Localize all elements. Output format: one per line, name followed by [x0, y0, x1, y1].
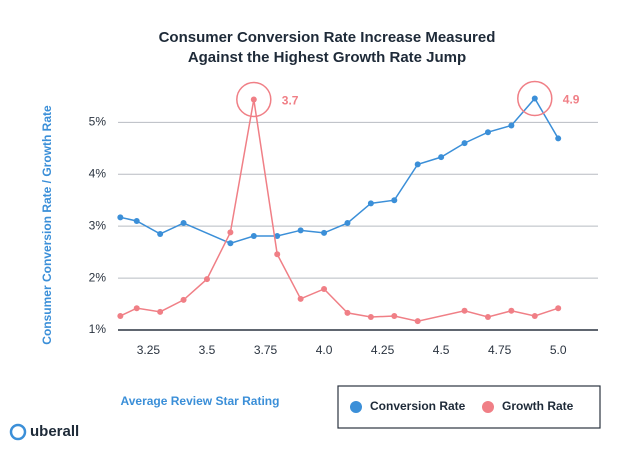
- data-point: [133, 217, 140, 224]
- logo-icon: [9, 423, 27, 441]
- chart-title: Consumer Conversion Rate Increase Measur…: [159, 29, 496, 46]
- data-point: [117, 312, 124, 319]
- y-tick-label: 3%: [89, 218, 107, 232]
- annotation-label: 4.9: [563, 93, 580, 107]
- data-point: [321, 285, 328, 292]
- data-point: [508, 122, 515, 129]
- data-point: [297, 227, 304, 234]
- x-tick-label: 4.0: [316, 343, 333, 357]
- y-axis-label: Consumer Conversion Rate / Growth Rate: [40, 105, 54, 345]
- x-tick-label: 3.5: [199, 343, 216, 357]
- legend-label: Conversion Rate: [370, 399, 466, 413]
- data-point: [203, 276, 210, 283]
- legend-box: [337, 385, 601, 429]
- logo-text: uberall: [30, 423, 79, 440]
- data-point: [344, 220, 351, 227]
- data-point: [157, 308, 164, 315]
- data-point: [133, 305, 140, 312]
- data-point: [321, 229, 328, 236]
- annotation-label: 3.7: [282, 94, 299, 108]
- data-point: [461, 140, 468, 147]
- data-point: [438, 154, 445, 161]
- x-tick-label: 4.25: [371, 343, 395, 357]
- data-point: [180, 220, 187, 227]
- data-point: [367, 200, 374, 207]
- data-point: [531, 312, 538, 319]
- legend-marker: [350, 401, 362, 413]
- y-tick-label: 2%: [89, 270, 107, 284]
- x-axis-label: Average Review Star Rating: [121, 394, 280, 408]
- data-point: [227, 229, 234, 236]
- data-point: [250, 96, 257, 103]
- x-tick-label: 3.25: [137, 343, 161, 357]
- y-tick-label: 1%: [89, 322, 107, 336]
- data-point: [117, 214, 124, 221]
- data-point: [484, 129, 491, 136]
- data-point: [391, 197, 398, 204]
- y-tick-label: 5%: [89, 115, 107, 129]
- data-point: [227, 240, 234, 247]
- data-point: [555, 135, 562, 142]
- data-point: [508, 307, 515, 314]
- data-point: [414, 318, 421, 325]
- y-tick-label: 4%: [89, 166, 107, 180]
- legend-marker: [482, 401, 494, 413]
- x-tick-label: 4.5: [433, 343, 450, 357]
- data-point: [555, 305, 562, 312]
- series-line: [120, 99, 559, 322]
- chart-title: Against the Highest Growth Rate Jump: [188, 49, 466, 66]
- data-point: [274, 251, 281, 258]
- data-point: [531, 95, 538, 102]
- data-point: [274, 233, 281, 240]
- data-point: [391, 312, 398, 319]
- data-point: [157, 230, 164, 237]
- annotation-circle: [517, 80, 553, 117]
- logo: uberall: [9, 423, 79, 441]
- data-point: [297, 295, 304, 302]
- x-tick-label: 3.75: [254, 343, 278, 357]
- data-point: [461, 307, 468, 314]
- data-point: [484, 314, 491, 321]
- data-point: [367, 314, 374, 321]
- annotation-circle: [236, 81, 272, 118]
- x-tick-label: 5.0: [550, 343, 567, 357]
- data-point: [414, 161, 421, 168]
- legend-label: Growth Rate: [502, 399, 574, 413]
- x-tick-label: 4.75: [488, 343, 512, 357]
- data-point: [180, 296, 187, 303]
- data-point: [250, 233, 257, 240]
- data-point: [344, 309, 351, 316]
